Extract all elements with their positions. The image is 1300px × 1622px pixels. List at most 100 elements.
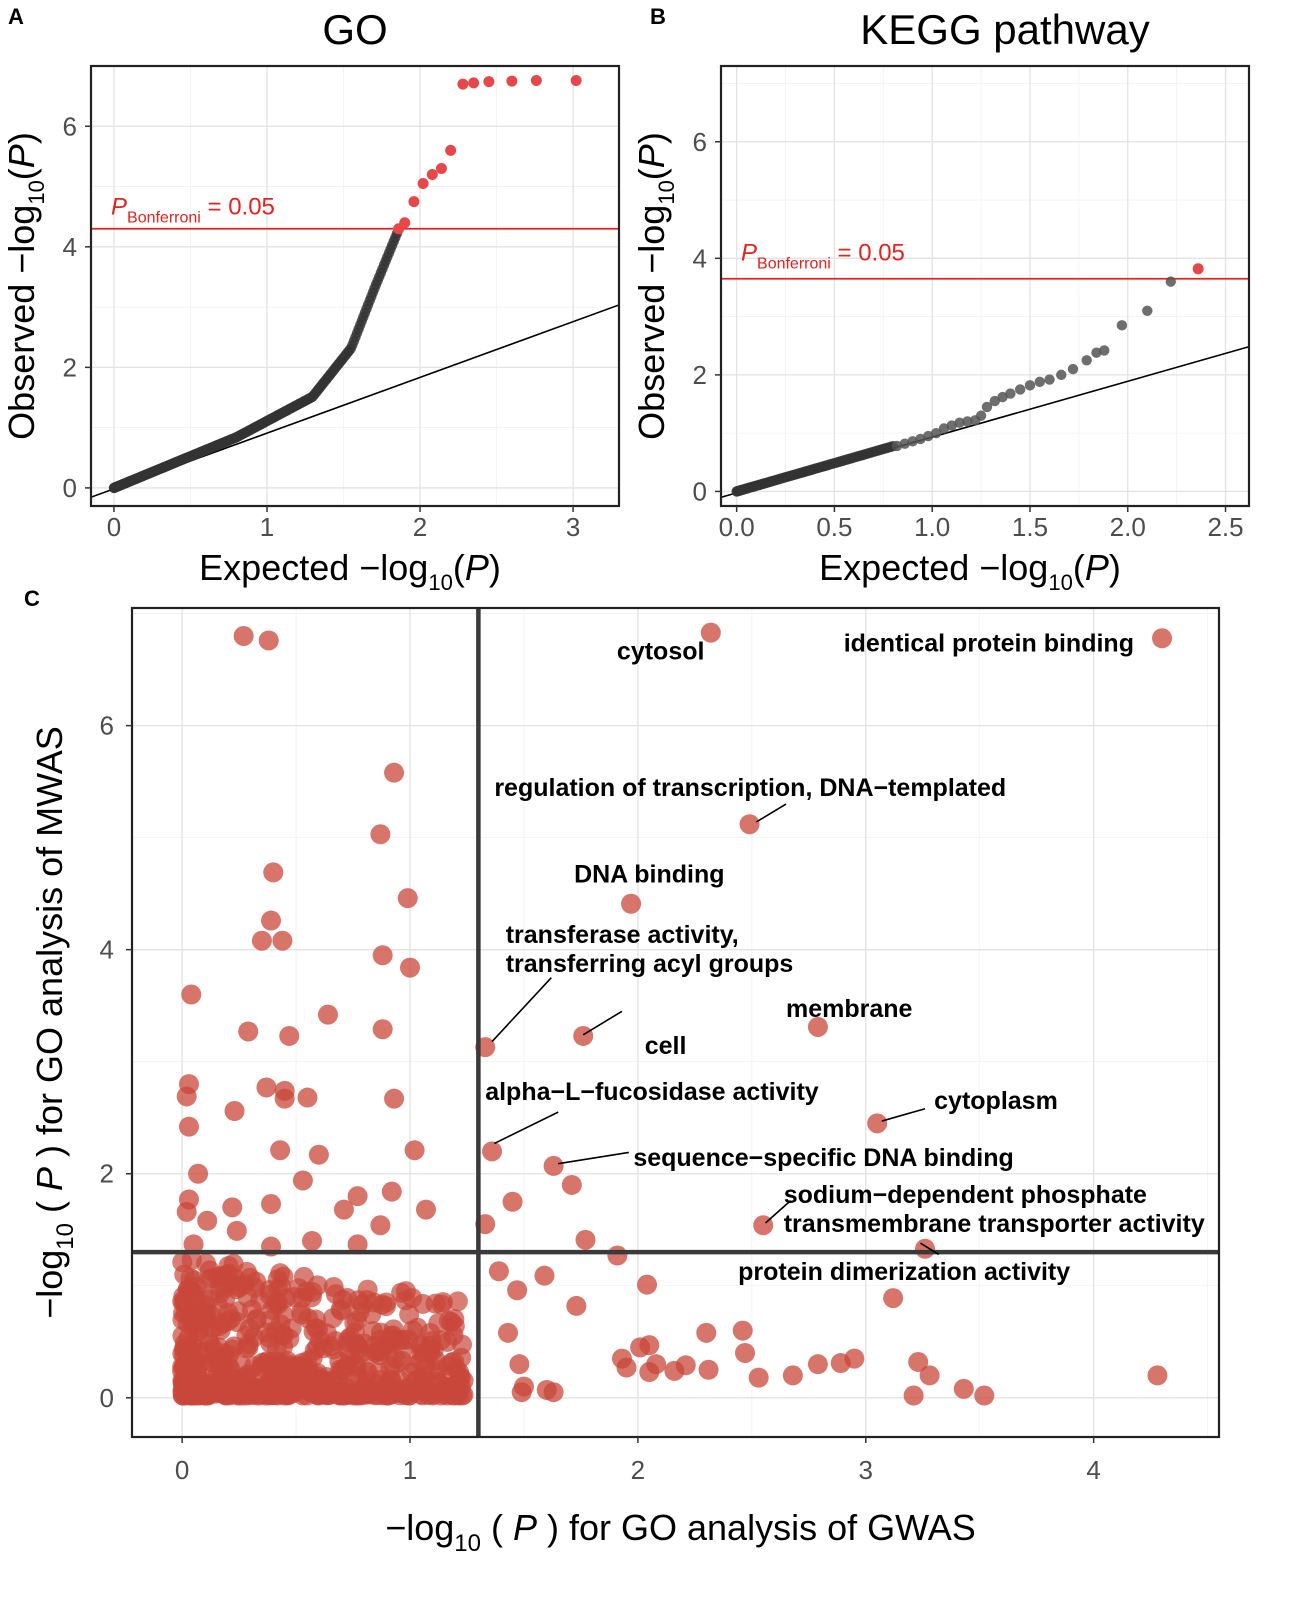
panel-c-point [297,1087,318,1108]
panel-c-point [261,910,282,931]
panel-c-point [573,1025,594,1046]
panel-c-point-cluster [320,1336,341,1357]
panel-c-point [233,626,254,647]
panel-c-point-cluster [325,1284,346,1305]
panel-c-x-axis-title: −log10 ( P ) for GO analysis of GWAS [385,1507,976,1557]
panel-c-point [566,1295,587,1316]
panel-c-point [176,1086,197,1107]
panel-c-point [903,1385,924,1406]
panel-c-point-cluster [451,1376,472,1397]
annotation-label: regulation of transcription, DNA−templat… [494,774,1006,802]
y-tick-label: 2 [100,1159,114,1189]
panel-b-point-significant [1192,263,1204,275]
panel-c-point-cluster [393,1339,414,1360]
y-tick-label: 4 [100,935,114,965]
panel-c-point [607,1245,628,1266]
panel-c-point-cluster [255,1322,276,1343]
x-tick-label: 1.0 [914,512,950,542]
panel-c-point [347,1234,368,1255]
panel-b-point-nonsignificant [1034,376,1045,388]
panel-c-point [224,1101,245,1122]
panel-c-point-cluster [431,1294,452,1315]
panel-c-point-cluster [402,1320,423,1341]
panel-c-point [258,630,279,651]
panel-b-point-nonsignificant [1056,369,1067,381]
annotation-label: identical protein binding [844,630,1134,658]
panel-b-point-nonsignificant [1091,347,1102,358]
y-tick-label: 4 [63,232,77,262]
y-tick-label: 0 [63,473,77,503]
panel-b-y-axis-title: Observed −log10(P) [631,132,679,440]
panel-b-threshold-label: PBonferroni = 0.05 [741,240,905,273]
panel-a-plot-area [91,74,619,499]
panel-c-point-cluster [349,1367,370,1388]
annotation-label: membrane [786,995,913,1023]
panel-c-point-cluster [423,1340,444,1361]
panel-c-point [616,1357,637,1378]
panel-b-point-nonsignificant [962,416,973,427]
panel-b-point-nonsignificant [899,438,911,449]
panel-a-y-axis-title: Observed −log10(P) [1,132,49,440]
panel-c-point-cluster [431,1385,452,1406]
panel-c-point-cluster [215,1277,236,1298]
panel-c-point [302,1230,323,1251]
annotation-leader-line [920,1242,940,1256]
panel-c-point [261,1193,282,1214]
panel-c-point [637,1274,658,1295]
annotation-leader-line [755,803,787,823]
panel-b-point-nonsignificant [975,410,987,421]
x-tick-label: 2 [631,1455,645,1485]
panel-c-point [883,1288,904,1309]
panel-c-point [621,893,642,914]
annotation-leader-line [493,1111,559,1145]
panel-c-point [274,1088,295,1109]
annotation-label: protein dimerization activity [738,1258,1070,1286]
panel-b-point-nonsignificant [915,433,926,445]
panel-c-point-cluster [332,1360,353,1381]
panel-c-point [188,1163,209,1184]
panel-b-point-nonsignificant [1015,384,1026,395]
panel-b-plot-area [721,263,1249,499]
panel-c-point [534,1265,555,1286]
panel-c-point [256,1077,277,1098]
x-tick-label: 2 [413,512,427,542]
panel-c-point [292,1170,313,1191]
panel-b-point-nonsignificant [981,401,993,413]
panel-c-point-cluster [179,1307,200,1328]
panel-c-point [664,1360,685,1381]
panel-c-point [279,1025,300,1046]
panel-b-point-nonsignificant [1044,374,1055,385]
panel-c-point-cluster [172,1291,193,1312]
panel-b-point-nonsignificant [1165,276,1176,287]
panel-c-point [739,814,760,835]
panel-c-point-cluster [192,1285,213,1306]
panel-c-point [381,1181,402,1202]
panel-c-point-cluster [232,1382,253,1403]
panel-b-frame [719,64,1251,508]
x-tick-label: 1 [260,512,274,542]
panel-c-point [181,984,202,1005]
x-tick-label: 4 [1086,1455,1100,1485]
panel-c-point [333,1199,354,1220]
panel-c-point [575,1229,596,1250]
panel-c-point [272,930,293,951]
panel-a-letter: A [8,4,24,29]
panel-c-point [251,930,272,951]
y-tick-label: 2 [693,360,707,390]
panel-c-point [178,1116,199,1137]
x-tick-label: 2.5 [1207,512,1243,542]
panel-b-point-nonsignificant [1024,380,1036,391]
y-tick-label: 6 [693,127,707,157]
panel-c-point-cluster [357,1279,378,1300]
panel-c-point [263,862,284,883]
panel-c-point [404,1140,425,1161]
panel-b-letter: B [650,4,666,29]
panel-c-point-cluster [447,1291,468,1312]
panel-c-point-cluster [267,1338,288,1359]
panel-c-point [748,1367,769,1388]
panel-c-point [630,1337,651,1358]
panel-c-point [372,1019,393,1040]
panel-c-point-cluster [185,1356,206,1377]
y-tick-label: 0 [693,476,707,506]
panel-c-point-cluster [174,1264,195,1285]
